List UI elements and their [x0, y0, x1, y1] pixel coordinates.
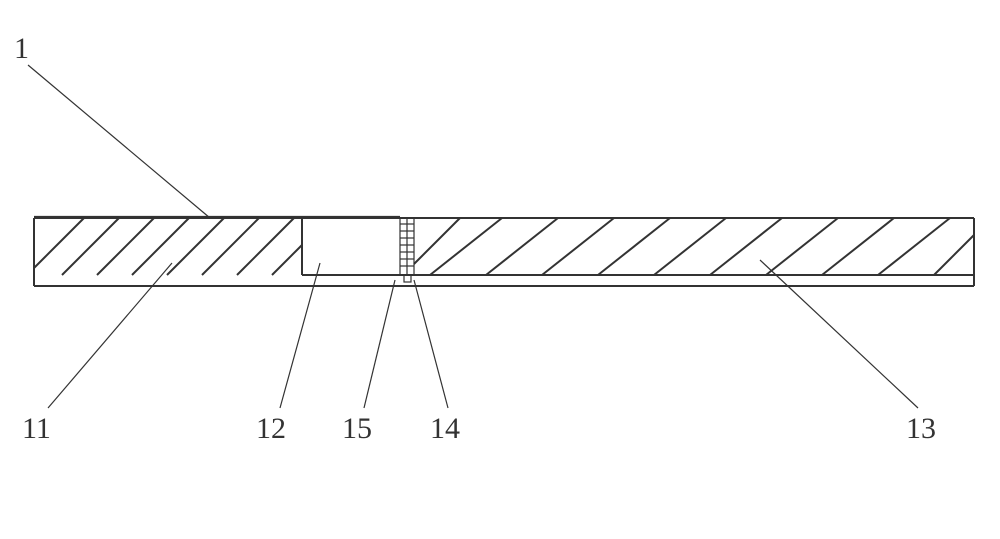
left-hatched-region	[34, 218, 302, 275]
label-13: 13	[760, 260, 936, 445]
label-12: 12	[256, 263, 320, 445]
technical-cross-section-diagram: 11112151413	[0, 0, 1000, 539]
label-14: 14	[414, 280, 460, 445]
label-text-13: 13	[906, 412, 936, 445]
center-column-foot	[404, 275, 411, 282]
label-text-14: 14	[430, 412, 460, 445]
label-text-1: 1	[14, 32, 29, 65]
label-11: 11	[22, 263, 172, 445]
label-text-11: 11	[22, 412, 51, 445]
label-15: 15	[342, 280, 395, 445]
label-text-12: 12	[256, 412, 286, 445]
right-hatched-region	[414, 218, 974, 275]
label-1: 1	[14, 32, 210, 218]
label-text-15: 15	[342, 412, 372, 445]
